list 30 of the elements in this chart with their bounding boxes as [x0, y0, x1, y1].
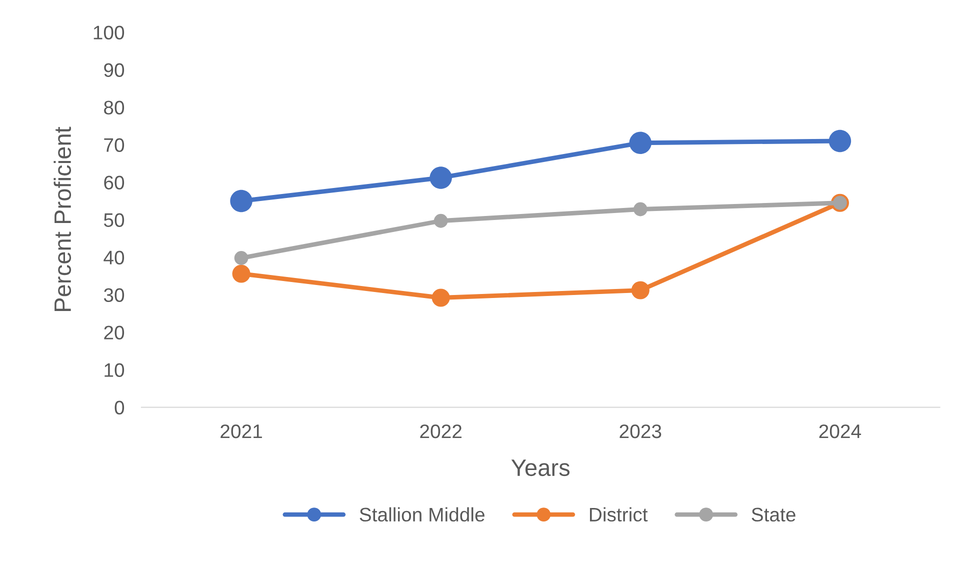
x-tick-label: 2023	[620, 424, 662, 438]
legend-label: District	[590, 507, 648, 522]
point	[232, 264, 250, 283]
y-axis-title: Percent Proficient	[54, 126, 72, 311]
legend-label: State	[752, 508, 796, 522]
x-tick-label: 2024	[819, 424, 862, 438]
x-tick-label: 2021	[220, 424, 262, 438]
point	[234, 251, 248, 265]
y-tick-label: 20	[104, 326, 124, 340]
y-tick-label: 40	[104, 250, 124, 264]
y-tick-label: 100	[94, 26, 124, 40]
x-tick-label: 2022	[420, 424, 462, 438]
point	[434, 214, 448, 228]
y-tick-label: 10	[104, 363, 124, 378]
legend-label: Stallion Middle	[360, 507, 484, 522]
point	[631, 281, 650, 300]
x-axis-title: Years	[511, 460, 570, 476]
point	[230, 190, 252, 212]
point	[828, 130, 852, 152]
point	[432, 288, 450, 307]
point	[430, 166, 452, 189]
point	[633, 202, 648, 216]
y-tick-label: 80	[104, 100, 124, 114]
point	[629, 132, 652, 154]
y-tick-label: 90	[104, 63, 124, 77]
y-tick-label: 0	[114, 400, 124, 415]
y-tick-label: 30	[104, 288, 124, 302]
y-tick-label: 70	[104, 138, 124, 152]
y-tick-label: 60	[104, 176, 124, 190]
y-tick-label: 50	[104, 213, 124, 227]
